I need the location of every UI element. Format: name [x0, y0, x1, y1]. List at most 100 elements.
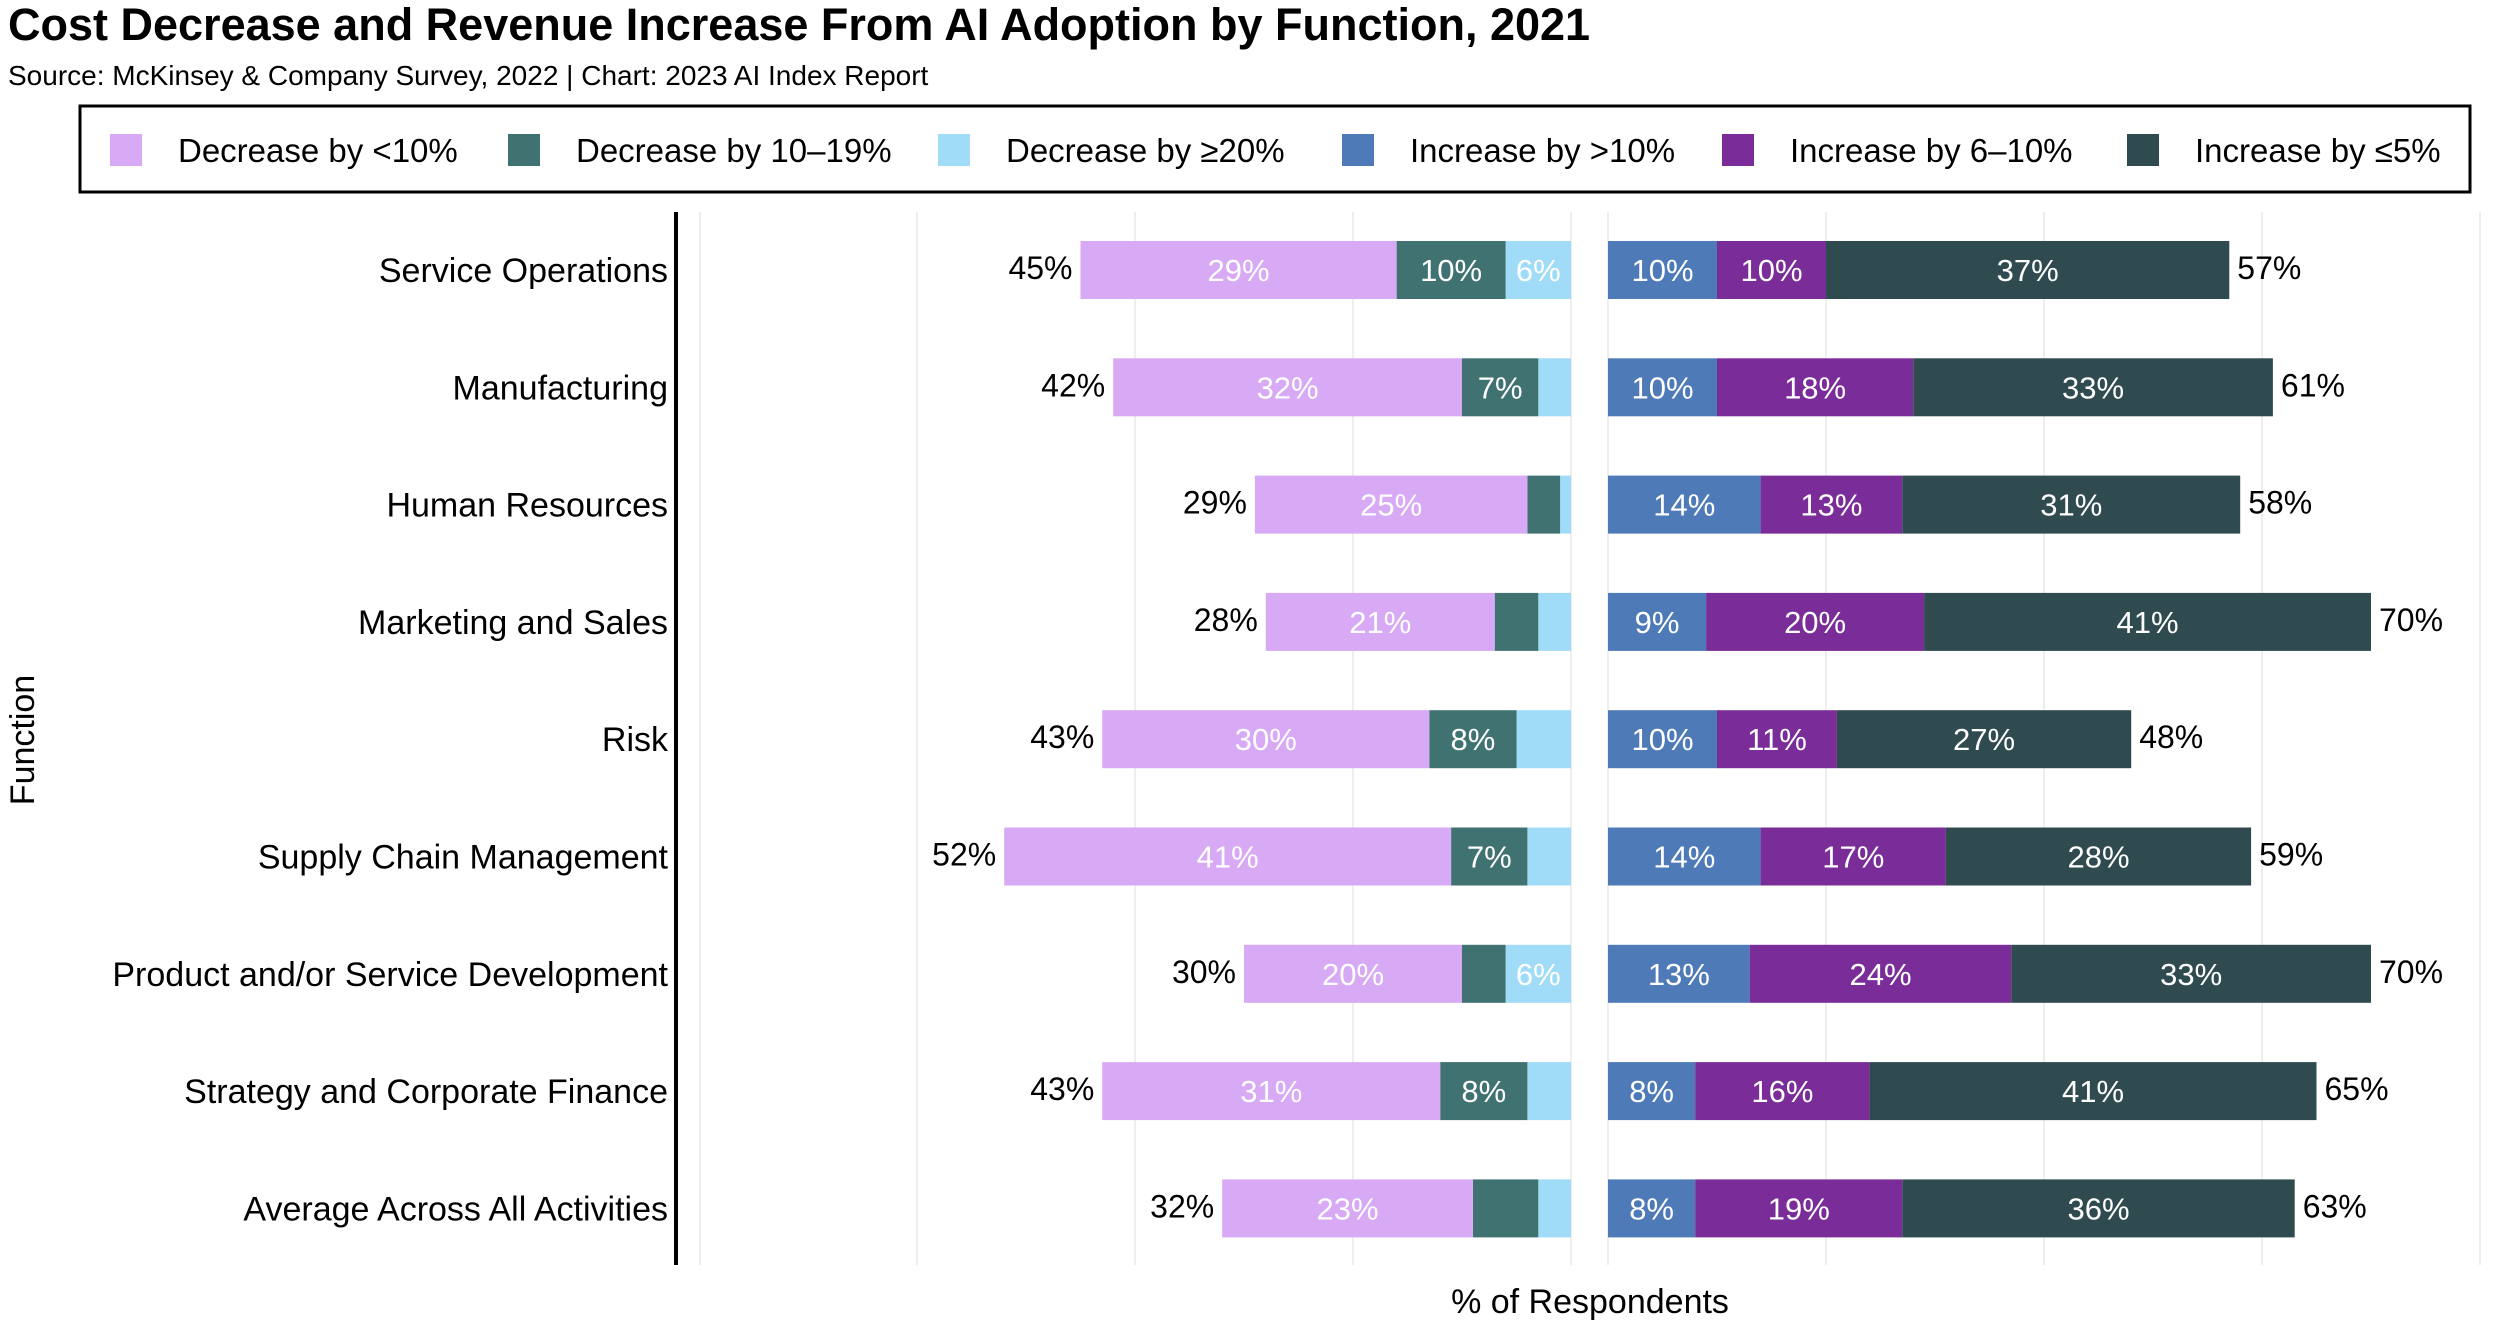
data-label: 33%	[2062, 370, 2124, 405]
total-label-decrease: 30%	[1172, 954, 1236, 990]
bar-dec_10_19	[1451, 827, 1528, 886]
total-label-decrease: 42%	[1041, 367, 1105, 403]
total-label-decrease: 43%	[1030, 1071, 1094, 1107]
data-label: 41%	[1197, 840, 1259, 875]
data-label: 25%	[1360, 488, 1422, 523]
bar-inc_le5	[1869, 1062, 2317, 1121]
x-axis-title: % of Respondents	[1451, 1283, 1729, 1321]
bar-inc_gt10	[1608, 475, 1761, 534]
bar-row: 6% 10% 29% 45% 10% 10% 37% 57%	[1008, 241, 2301, 299]
bar-inc_6_10	[1706, 592, 1925, 651]
data-label: 6%	[1516, 957, 1561, 992]
chart-subtitle: Source: McKinsey & Company Survey, 2022 …	[8, 60, 929, 91]
legend-label: Increase by 6–10%	[1790, 132, 2073, 169]
total-label-increase: 61%	[2281, 367, 2345, 403]
bar-inc_gt10	[1608, 1062, 1696, 1121]
bar-dec_10_19	[1462, 358, 1539, 417]
bar-inc_le5	[1902, 475, 2241, 534]
data-label: 10%	[1420, 253, 1482, 288]
legend-item-inc_le5: Increase by ≤5%	[2127, 132, 2441, 169]
bar-dec_lt10	[1102, 1062, 1441, 1121]
bar-inc_le5	[1924, 592, 2371, 651]
legend-item-dec_lt10: Decrease by <10%	[110, 132, 458, 169]
data-label: 8%	[1629, 1191, 1674, 1226]
data-label: 27%	[1953, 722, 2015, 757]
total-label-increase: 58%	[2248, 485, 2312, 521]
bar-dec_ge20	[1516, 710, 1571, 769]
bar-row: 7% 41% 52% 14% 17% 28% 59%	[932, 827, 2323, 886]
data-label: 8%	[1450, 722, 1495, 757]
bar-dec_10_19	[1396, 241, 1506, 299]
data-label: 41%	[2117, 605, 2179, 640]
data-label: 16%	[1751, 1074, 1813, 1109]
bars: 6% 10% 29% 45% 10% 10% 37% 57% 7% 32% 42% 10% 18% 33%…	[932, 241, 2443, 1238]
data-label: 8%	[1629, 1074, 1674, 1109]
data-label: 30%	[1235, 722, 1297, 757]
bar-row: 7% 32% 42% 10% 18% 33% 61%	[1041, 358, 2345, 417]
data-label: 31%	[1240, 1074, 1302, 1109]
data-label: 17%	[1822, 840, 1884, 875]
legend-label: Decrease by ≥20%	[1006, 132, 1285, 169]
data-label: 33%	[2160, 957, 2222, 992]
total-label-increase: 63%	[2303, 1188, 2367, 1224]
bar-inc_le5	[1913, 358, 2273, 417]
legend-swatch	[508, 134, 540, 166]
bar-row: 21% 28% 9% 20% 41% 70%	[1194, 592, 2443, 651]
data-label: 37%	[1997, 253, 2059, 288]
bar-dec_lt10	[1244, 944, 1462, 1003]
bar-inc_le5	[2011, 944, 2371, 1003]
legend-label: Increase by >10%	[1410, 132, 1675, 169]
bar-dec_10_19	[1494, 592, 1539, 651]
bar-inc_gt10	[1608, 944, 1750, 1003]
y-axis-title: Function	[4, 675, 42, 805]
data-label: 7%	[1467, 840, 1512, 875]
bar-row: 23% 32% 8% 19% 36% 63%	[1150, 1179, 2367, 1238]
bar-inc_gt10	[1608, 827, 1761, 886]
legend-label: Decrease by <10%	[178, 132, 458, 169]
bar-dec_ge20	[1505, 241, 1571, 299]
total-label-increase: 70%	[2379, 602, 2443, 638]
bar-row: 8% 31% 43% 8% 16% 41% 65%	[1030, 1062, 2389, 1121]
legend-swatch	[2127, 134, 2159, 166]
bar-inc_le5	[1836, 710, 2132, 769]
total-label-increase: 65%	[2325, 1071, 2389, 1107]
category-label: Risk	[602, 721, 669, 759]
legend-item-inc_6_10: Increase by 6–10%	[1722, 132, 2073, 169]
bar-inc_gt10	[1608, 358, 1717, 417]
data-label: 20%	[1322, 957, 1384, 992]
bar-dec_10_19	[1472, 1179, 1539, 1238]
bar-inc_gt10	[1608, 592, 1707, 651]
data-label: 20%	[1784, 605, 1846, 640]
total-label-decrease: 28%	[1194, 602, 1258, 638]
category-label: Supply Chain Management	[258, 839, 669, 877]
data-label: 18%	[1784, 370, 1846, 405]
bar-inc_le5	[1945, 827, 2252, 886]
legend-label: Increase by ≤5%	[2195, 132, 2441, 169]
category-label: Product and/or Service Development	[112, 956, 668, 994]
data-label: 10%	[1631, 253, 1693, 288]
bar-inc_6_10	[1695, 1179, 1903, 1238]
legend-swatch	[110, 134, 142, 166]
bar-dec_ge20	[1538, 592, 1571, 651]
data-label: 36%	[2067, 1191, 2129, 1226]
data-label: 13%	[1648, 957, 1710, 992]
data-label: 23%	[1317, 1191, 1379, 1226]
legend-label: Decrease by 10–19%	[576, 132, 892, 169]
data-label: 28%	[2067, 840, 2129, 875]
bar-inc_6_10	[1760, 475, 1903, 534]
bar-inc_gt10	[1608, 1179, 1696, 1238]
legend-swatch	[1722, 134, 1754, 166]
bar-inc_le5	[1902, 1179, 2295, 1238]
bar-inc_6_10	[1717, 241, 1826, 299]
data-label: 7%	[1478, 370, 1523, 405]
category-label: Strategy and Corporate Finance	[184, 1073, 668, 1111]
bar-inc_le5	[1826, 241, 2230, 299]
legend-box	[78, 104, 2472, 194]
bar-dec_10_19	[1527, 475, 1561, 534]
data-label: 10%	[1631, 722, 1693, 757]
category-label: Human Resources	[386, 487, 668, 525]
bar-dec_lt10	[1113, 358, 1462, 417]
data-label: 8%	[1461, 1074, 1506, 1109]
total-label-decrease: 52%	[932, 837, 996, 873]
